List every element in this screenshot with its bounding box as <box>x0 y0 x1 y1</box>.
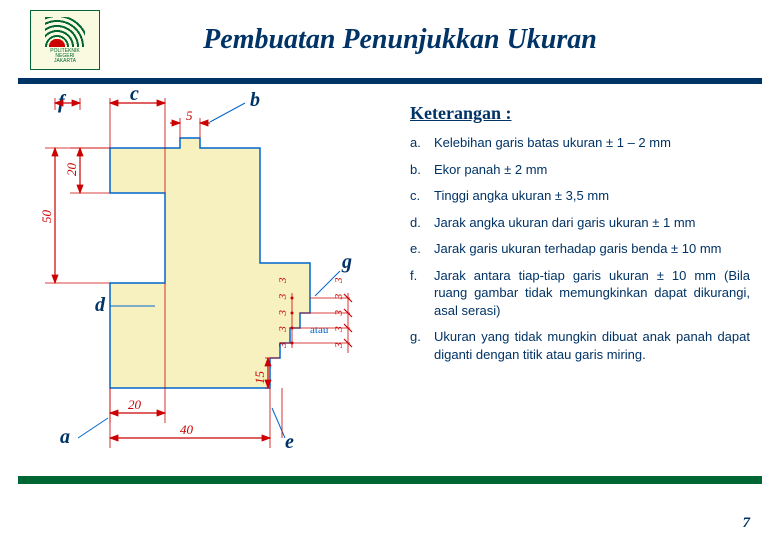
technical-diagram: c 5 b f 20 50 d <box>30 88 390 468</box>
dim-h40: 40 <box>180 422 194 437</box>
dim-h20: 20 <box>128 397 142 412</box>
dim-v20: 20 <box>64 163 79 177</box>
legend-text: Tinggi angka ukuran ± 3,5 mm <box>434 187 750 205</box>
dim-5: 5 <box>186 108 193 123</box>
legend-key: g. <box>410 328 434 363</box>
header: POLITEKNIK NEGERI JAKARTA Pembuatan Penu… <box>0 0 780 78</box>
legend-panel: Keterangan : a. Kelebihan garis batas uk… <box>390 88 760 468</box>
legend-item: c. Tinggi angka ukuran ± 3,5 mm <box>410 187 750 205</box>
label-atau: atau <box>310 324 329 336</box>
legend-key: b. <box>410 161 434 179</box>
rule-bottom <box>18 476 762 484</box>
rule-top <box>18 78 762 84</box>
callout-g: g <box>341 251 352 273</box>
legend-item: a. Kelebihan garis batas ukuran ± 1 – 2 … <box>410 134 750 152</box>
content-area: c 5 b f 20 50 d <box>0 88 780 468</box>
legend-key: d. <box>410 214 434 232</box>
dim-stack-left: 3 3 3 3 3 <box>277 274 289 350</box>
legend-item: d. Jarak angka ukuran dari garis ukuran … <box>410 214 750 232</box>
callout-b: b <box>250 89 260 111</box>
page-title: Pembuatan Penunjukkan Ukuran <box>100 24 760 56</box>
legend-text: Jarak angka ukuran dari garis ukuran ± 1… <box>434 214 750 232</box>
callout-d: d <box>95 294 106 316</box>
legend-text: Ukuran yang tidak mungkin dibuat anak pa… <box>434 328 750 363</box>
legend-text: Jarak garis ukuran terhadap garis benda … <box>434 240 750 258</box>
legend-key: f. <box>410 267 434 320</box>
dim-stack-right: 3 3 3 3 3 <box>333 274 345 350</box>
legend-text: Ekor panah ± 2 mm <box>434 161 750 179</box>
legend-item: g. Ukuran yang tidak mungkin dibuat anak… <box>410 328 750 363</box>
logo-text: POLITEKNIK NEGERI JAKARTA <box>50 49 79 64</box>
legend-text: Kelebihan garis batas ukuran ± 1 – 2 mm <box>434 134 750 152</box>
legend-key: e. <box>410 240 434 258</box>
legend-item: e. Jarak garis ukuran terhadap garis ben… <box>410 240 750 258</box>
legend-text: Jarak antara tiap-tiap garis ukuran ± 10… <box>434 267 750 320</box>
callout-f: f <box>58 91 67 113</box>
legend-heading: Keterangan : <box>410 103 750 124</box>
diagram-svg: c 5 b f 20 50 d <box>30 88 390 468</box>
dim-15: 15 <box>252 371 267 385</box>
legend-key: c. <box>410 187 434 205</box>
callout-e: e <box>285 431 294 453</box>
part-outline <box>110 138 310 388</box>
institution-logo: POLITEKNIK NEGERI JAKARTA <box>30 10 100 70</box>
callout-c: c <box>130 88 139 105</box>
dim-v50: 50 <box>39 210 54 224</box>
callout-a: a <box>60 426 70 448</box>
legend-item: b. Ekor panah ± 2 mm <box>410 161 750 179</box>
legend-key: a. <box>410 134 434 152</box>
legend-item: f. Jarak antara tiap-tiap garis ukuran ±… <box>410 267 750 320</box>
page-number: 7 <box>743 515 751 532</box>
logo-graphic <box>45 17 85 47</box>
